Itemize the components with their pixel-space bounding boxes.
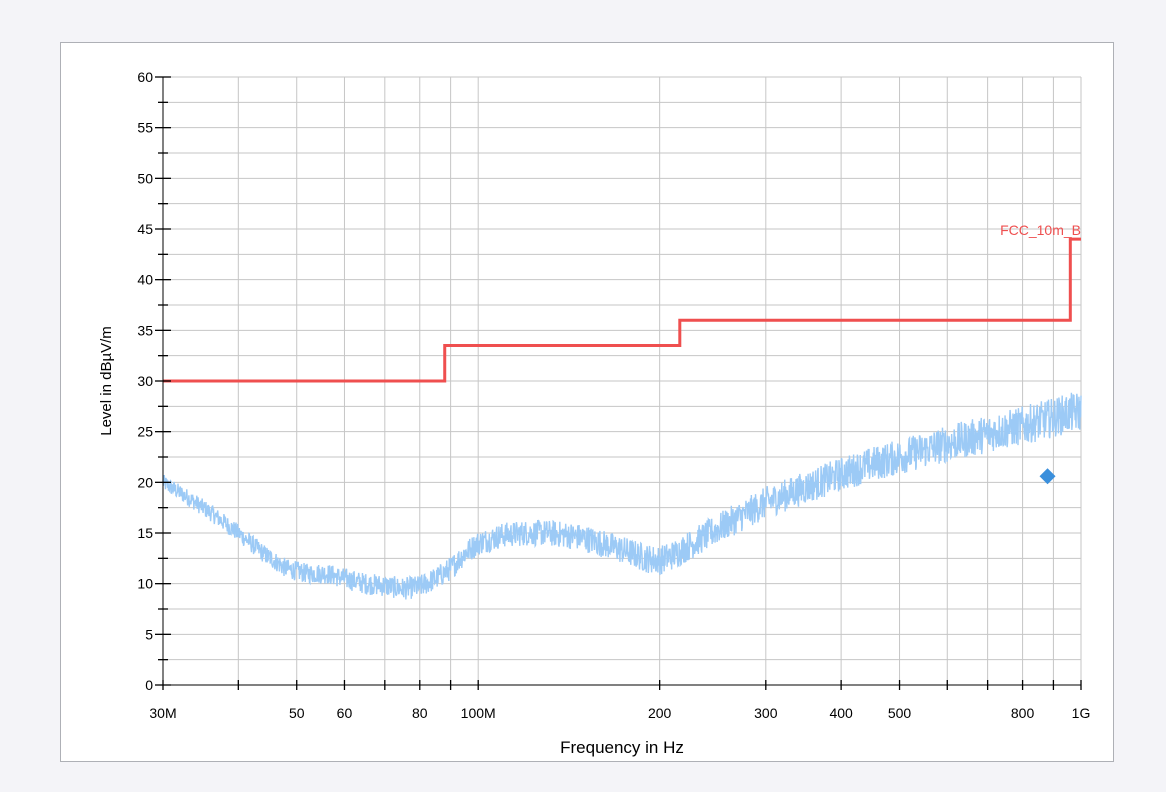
y-axis-label: Level in dBµV/m [98, 326, 115, 436]
y-tick-label: 25 [137, 424, 153, 440]
limit-line [163, 237, 1081, 383]
marker-diamond [1039, 468, 1056, 485]
measurement-trace-layer [162, 392, 1082, 600]
y-tick-label: 20 [137, 474, 153, 490]
x-tick-label: 800 [1011, 705, 1035, 721]
x-tick-label: 80 [412, 705, 428, 721]
x-axis-label: Frequency in Hz [560, 738, 684, 757]
chart-svg: FCC_10m_B 0 5 10 15 20 25 30 35 40 45 50 55 60 30M 50 6… [98, 69, 1090, 757]
x-tick-label: 1G [1072, 705, 1091, 721]
y-tick-label: 10 [137, 576, 153, 592]
chart-frame: FCC_10m_B 0 5 10 15 20 25 30 35 40 45 50 55 60 30M 50 6… [60, 42, 1114, 762]
y-tick-label: 40 [137, 272, 153, 288]
x-tick-label: 400 [829, 705, 853, 721]
x-tick-label: 200 [648, 705, 672, 721]
y-tick-label: 50 [137, 170, 153, 186]
y-tick-label: 60 [137, 69, 153, 85]
y-tick-label: 45 [137, 221, 153, 237]
y-tick-label: 55 [137, 120, 153, 136]
y-tick-label: 0 [145, 677, 153, 693]
x-tick-label: 300 [754, 705, 778, 721]
x-tick-label: 30M [149, 705, 176, 721]
measurement-trace [162, 392, 1082, 600]
y-tick-label: 35 [137, 322, 153, 338]
marker-layer [1039, 468, 1056, 485]
x-tick-label: 50 [289, 705, 305, 721]
y-tick-label: 30 [137, 373, 153, 389]
y-tick-label: 15 [137, 525, 153, 541]
axes: 0 5 10 15 20 25 30 35 40 45 50 55 60 30M 50 60 80 100M 200… [137, 69, 1090, 721]
limit-line-layer: FCC_10m_B [163, 222, 1081, 383]
x-tick-label: 500 [888, 705, 912, 721]
x-tick-label: 100M [461, 705, 496, 721]
limit-line-label: FCC_10m_B [1000, 222, 1081, 238]
x-tick-label: 60 [337, 705, 353, 721]
y-tick-label: 5 [145, 626, 153, 642]
